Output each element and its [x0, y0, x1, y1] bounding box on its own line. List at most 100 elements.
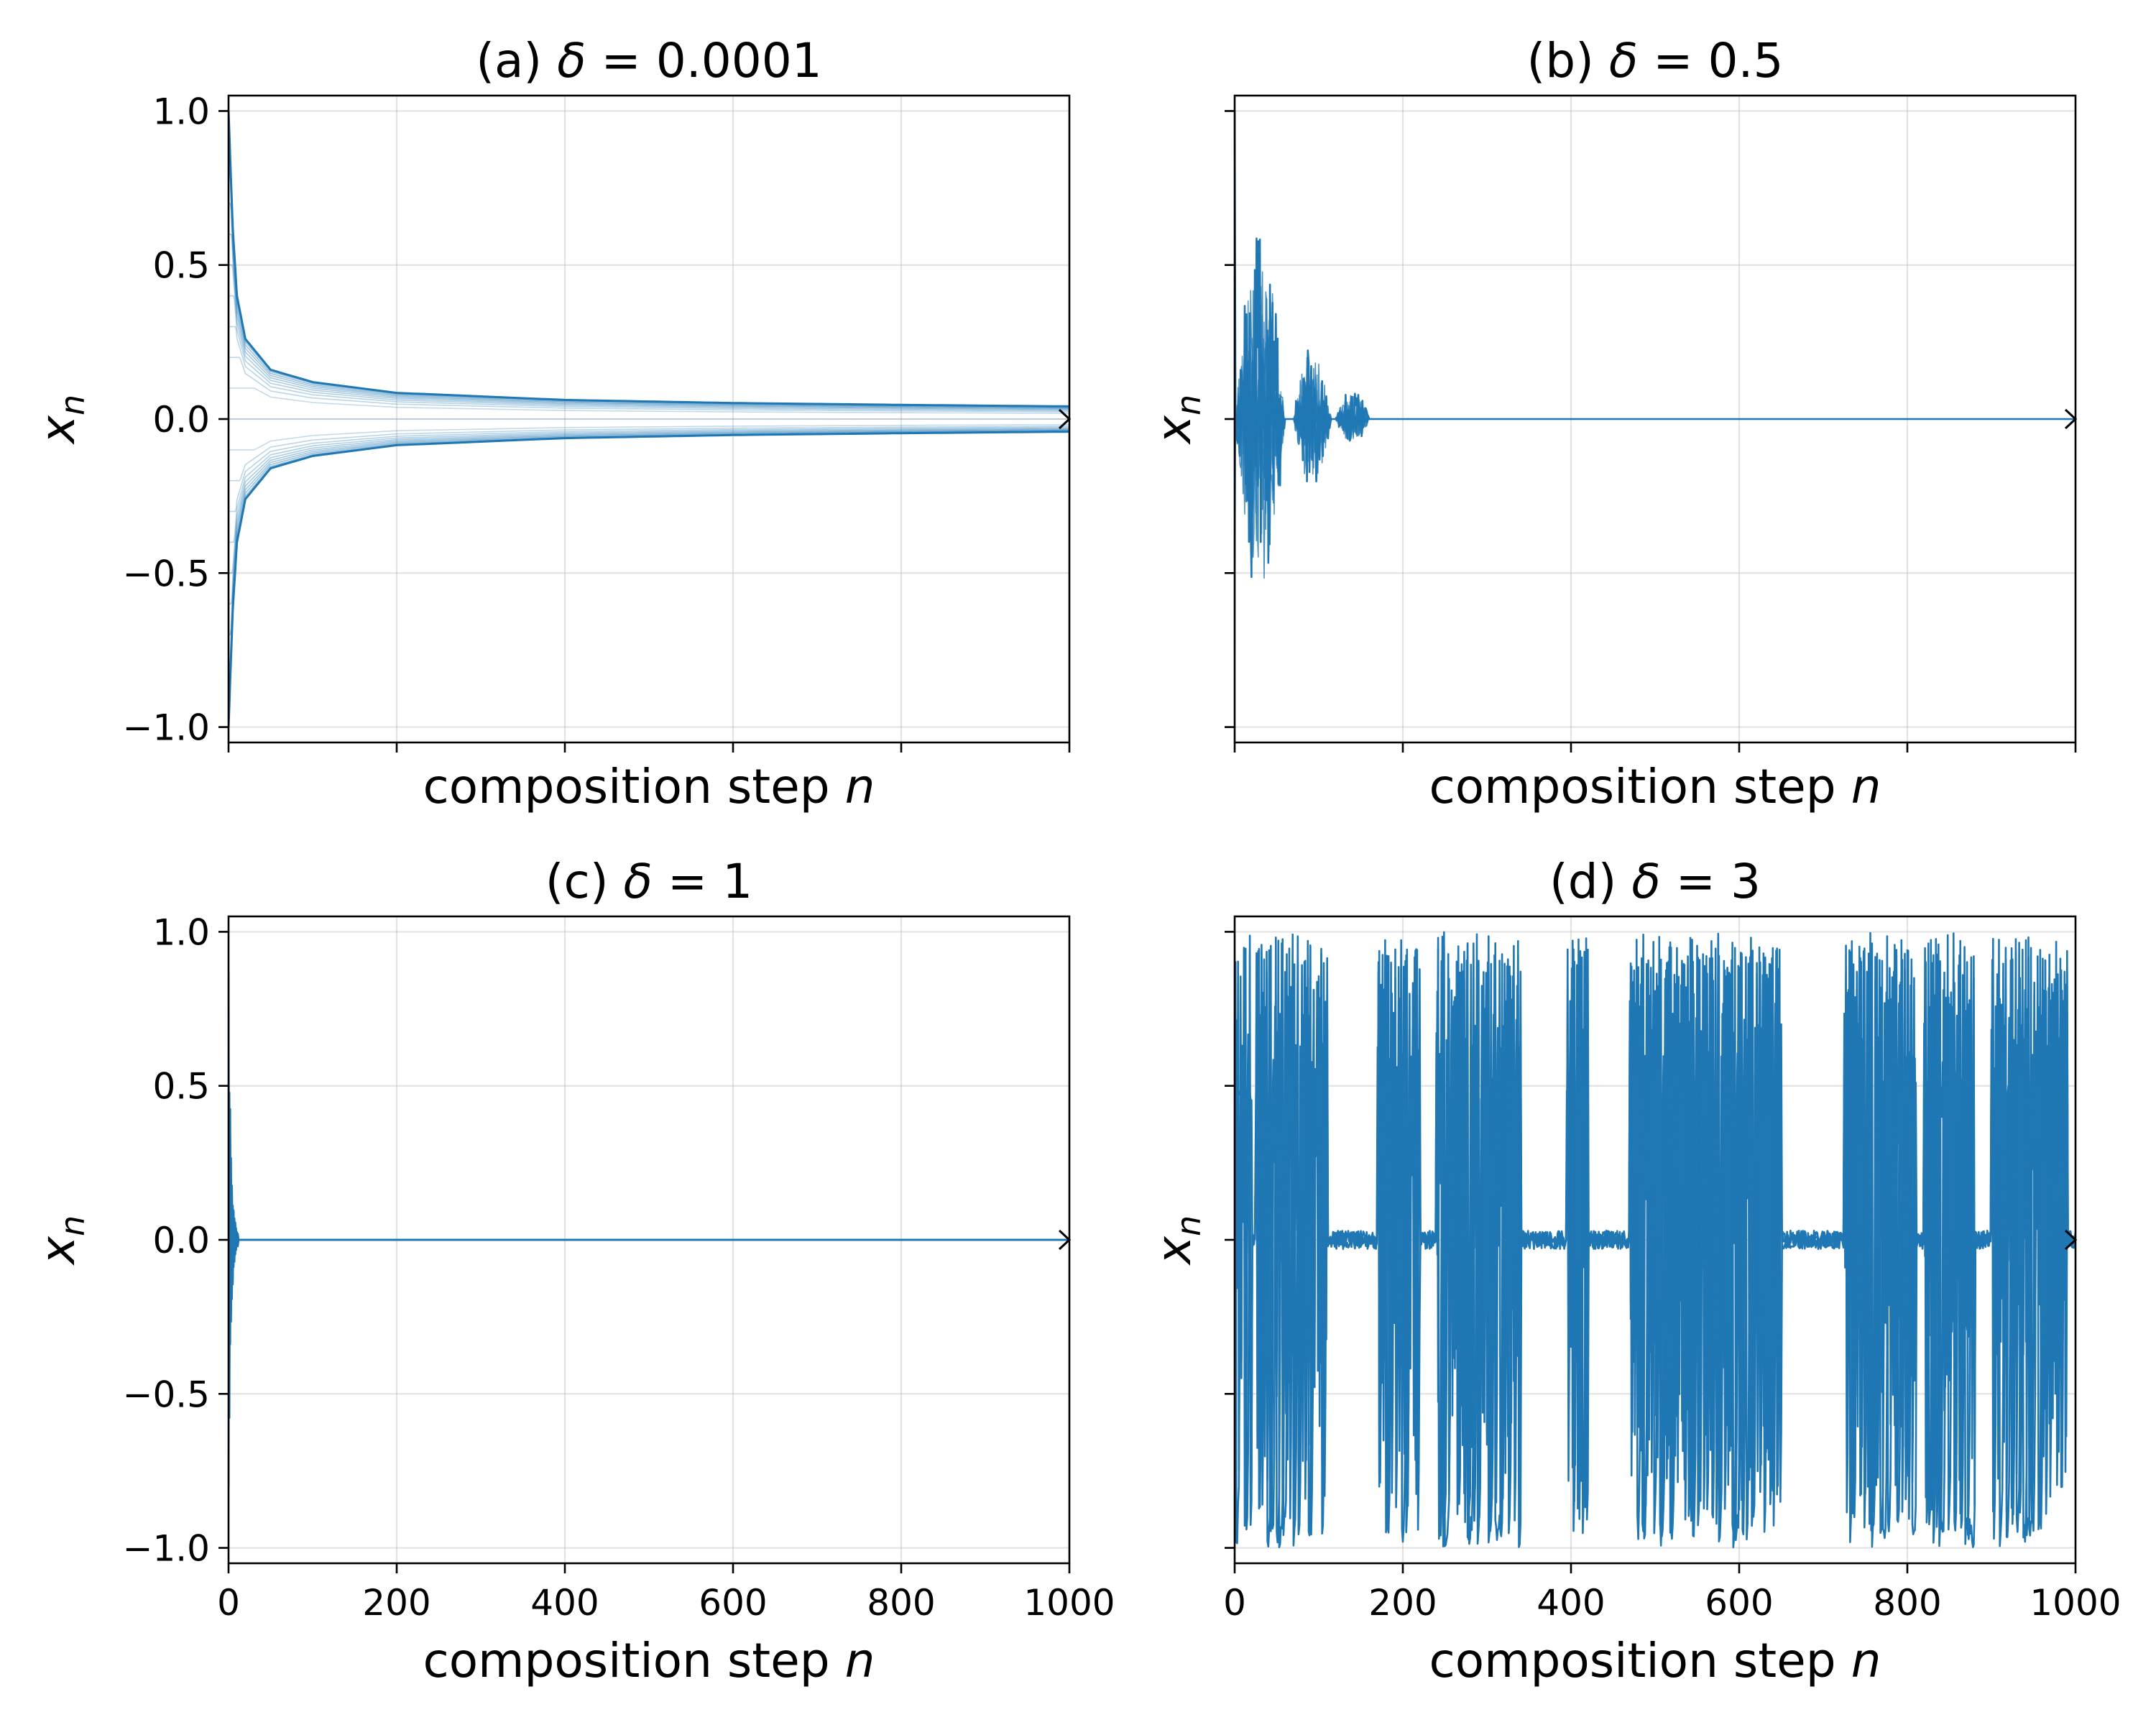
- x-axis-label-variable: n: [1851, 759, 1881, 814]
- series-line-10: [1235, 111, 2076, 579]
- y-axis-label: xn: [30, 1215, 92, 1266]
- x-tick-label: 600: [699, 1582, 767, 1624]
- y-axis-label-base: x: [1146, 1236, 1202, 1266]
- panel-title: (c) δ = 1: [545, 854, 752, 909]
- y-axis-label: xn: [30, 395, 92, 445]
- series-line-9: [229, 424, 1069, 451]
- title-delta-symbol: δ: [557, 33, 586, 88]
- x-tick-label: 200: [362, 1582, 430, 1624]
- panel-title: (d) δ = 3: [1549, 854, 1761, 909]
- y-tick-label: −0.5: [123, 553, 210, 594]
- title-prefix: (a): [476, 33, 557, 88]
- x-tick-label: 600: [1705, 1582, 1773, 1624]
- series-line-17: [229, 203, 1069, 409]
- panel-title: (a) δ = 0.0001: [476, 33, 822, 88]
- series-line-2: [229, 430, 1069, 666]
- x-axis-label-text: composition step: [423, 759, 845, 814]
- y-axis-label-group: xn: [30, 1215, 92, 1266]
- x-axis-label: composition step n: [423, 759, 875, 814]
- x-tick-label: 200: [1368, 1582, 1437, 1624]
- x-axis-label: composition step n: [1429, 1633, 1881, 1688]
- y-axis-label-subscript: n: [53, 395, 92, 415]
- y-tick-label: 1.0: [152, 911, 210, 953]
- series-line-12: [229, 356, 1069, 413]
- y-tick-label: 0.0: [152, 1220, 210, 1261]
- series-line-5: [229, 428, 1069, 574]
- series-line-0: [1235, 403, 2076, 727]
- series-line-1: [229, 431, 1069, 696]
- title-delta-value: = 3: [1661, 854, 1761, 909]
- title-prefix: (c): [545, 854, 624, 909]
- series-line-5: [229, 1125, 1069, 1401]
- series-line-11: [229, 387, 1069, 414]
- title-delta-value: = 1: [653, 854, 752, 909]
- y-tick-label: 0.5: [152, 1066, 210, 1108]
- series-line-8: [1235, 234, 2076, 558]
- x-axis-label-text: composition step: [423, 1633, 845, 1688]
- x-axis-label-variable: n: [1851, 1633, 1881, 1688]
- title-delta-symbol: δ: [624, 854, 653, 909]
- series-line-6: [229, 428, 1069, 543]
- series-group: [229, 111, 1069, 727]
- x-tick-label: 400: [530, 1582, 599, 1624]
- title-delta-value: = 0.5: [1638, 33, 1783, 88]
- title-delta-symbol: δ: [1631, 854, 1660, 909]
- x-tick-label: 800: [1873, 1582, 1941, 1624]
- y-tick-label: −0.5: [123, 1374, 210, 1415]
- x-axis-label: composition step n: [1429, 759, 1881, 814]
- title-delta-symbol: δ: [1609, 33, 1638, 88]
- title-prefix: (d): [1549, 854, 1631, 909]
- series-line-3: [229, 429, 1069, 635]
- y-tick-label: 0.5: [152, 245, 210, 287]
- y-axis-label-group: xn: [1146, 1215, 1208, 1266]
- series-line-19: [229, 142, 1069, 408]
- x-axis-label-text: composition step: [1429, 759, 1851, 814]
- x-axis-label-variable: n: [845, 759, 875, 814]
- series-line-9: [1235, 172, 2076, 579]
- y-tick-label: −1.0: [123, 1528, 210, 1570]
- series-line-3: [1235, 351, 2076, 543]
- x-axis-label-variable: n: [845, 1633, 875, 1688]
- series-line-13: [229, 326, 1069, 412]
- x-tick-label: 400: [1537, 1582, 1605, 1624]
- series-line-7: [229, 426, 1069, 512]
- series-group: [1235, 931, 2076, 1549]
- x-tick-label: 1000: [1023, 1582, 1115, 1624]
- y-tick-label: 1.0: [152, 91, 210, 132]
- title-prefix: (b): [1527, 33, 1609, 88]
- series-line-2: [1235, 931, 2076, 1548]
- panel-c: 0 200 400 600 800 1000 −1.0 −0.5 0.0 0.5 1.0 (c) δ …: [30, 854, 1115, 1688]
- series-line-14: [229, 295, 1069, 410]
- series-line-1: [229, 1091, 1069, 1487]
- series-group: [229, 972, 1069, 1487]
- series-line-2: [229, 1014, 1069, 1381]
- y-tick-label: 0.0: [152, 399, 210, 441]
- y-axis-label-base: x: [1146, 415, 1202, 445]
- y-axis-label-subscript: n: [1169, 395, 1208, 415]
- y-axis-label: xn: [1146, 395, 1208, 445]
- x-axis-label-text: composition step: [1429, 1633, 1851, 1688]
- y-axis-label-base: x: [30, 1236, 86, 1266]
- series-line-8: [229, 426, 1069, 482]
- x-tick-label: 0: [217, 1582, 240, 1624]
- series-line-0: [229, 431, 1069, 727]
- y-axis-label-group: xn: [30, 395, 92, 445]
- y-axis-label: xn: [1146, 1215, 1208, 1266]
- y-axis-label-base: x: [30, 415, 86, 445]
- series-line-16: [229, 234, 1069, 410]
- panel-title: (b) δ = 0.5: [1527, 33, 1784, 88]
- y-axis-label-subscript: n: [53, 1215, 92, 1236]
- series-group: [1235, 111, 2076, 727]
- title-delta-value: = 0.0001: [586, 33, 822, 88]
- y-tick-label: −1.0: [123, 707, 210, 749]
- panel-d: 0 200 400 600 800 1000 (d) δ = 3 composition st…: [1146, 854, 2122, 1688]
- series-line-20: [229, 111, 1069, 408]
- series-line-4: [229, 1057, 1069, 1358]
- x-tick-label: 800: [867, 1582, 935, 1624]
- series-line-18: [229, 172, 1069, 408]
- series-line-3: [229, 1098, 1069, 1444]
- x-tick-label: 0: [1223, 1582, 1246, 1624]
- panel-a: −1.0 −0.5 0.0 0.5 1.0 (a) δ = 0.0001 compositi…: [30, 33, 1072, 814]
